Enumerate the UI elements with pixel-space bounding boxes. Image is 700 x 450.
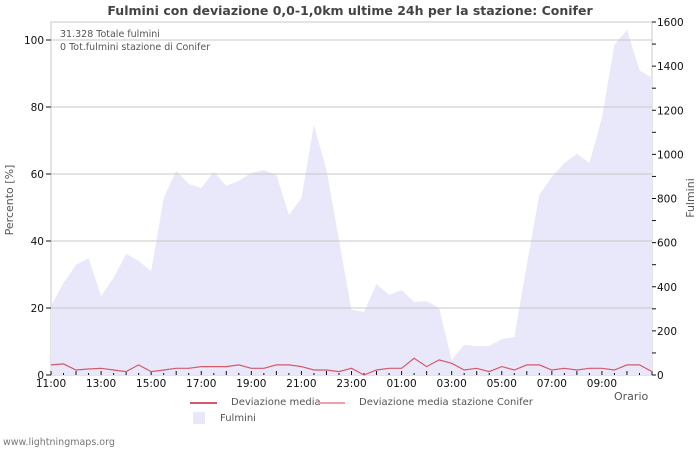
right-axis-title: Fulmini: [684, 178, 697, 218]
legend-label: Deviazione media: [231, 397, 321, 408]
legend-line-icon: [318, 401, 345, 404]
left-tick-label: 0: [37, 370, 44, 382]
right-tick-label: 200: [657, 326, 677, 338]
right-tick-label: 800: [657, 194, 677, 206]
left-tick-label: 40: [31, 236, 44, 248]
right-tick-label: 1400: [657, 61, 684, 73]
x-tick-label: 19:00: [236, 378, 266, 390]
x-axis-title: Orario: [614, 390, 649, 403]
legend-deviazione-stazione: Deviazione media stazione Conifer: [318, 397, 533, 408]
x-tick-label: 13:00: [86, 378, 116, 390]
legend-deviazione-media: Deviazione media: [190, 397, 321, 408]
right-tick-label: 600: [657, 238, 677, 250]
x-tick-label: 11:00: [36, 378, 66, 390]
x-tick-label: 23:00: [336, 378, 366, 390]
left-axis-title: Percento [%]: [3, 165, 16, 236]
left-tick-label: 60: [31, 169, 44, 181]
left-tick-label: 20: [31, 303, 44, 315]
deviazione-media-line: [50, 357, 653, 376]
legend-area-icon: [193, 412, 205, 424]
x-tick-label: 21:00: [286, 378, 316, 390]
x-tick-label: 07:00: [537, 378, 567, 390]
station-strikes-label: 0 Tot.fulmini stazione di Conifer: [60, 42, 211, 53]
total-strikes-label: 31.328 Totale fulmini: [60, 29, 160, 40]
chart-title: Fulmini con deviazione 0,0-1,0km ultime …: [107, 3, 593, 18]
x-tick-label: 01:00: [386, 378, 416, 390]
x-tick-label: 17:00: [186, 378, 216, 390]
x-tick-label: 03:00: [437, 378, 467, 390]
left-tick-label: 80: [31, 102, 44, 114]
legend-label: Deviazione media stazione Conifer: [359, 397, 533, 408]
fulmini-area: [51, 29, 652, 376]
x-tick-label: 05:00: [487, 378, 517, 390]
x-tick-label: 09:00: [587, 378, 617, 390]
right-tick-label: 1000: [657, 149, 684, 161]
legend-label: Fulmini: [220, 412, 256, 424]
right-tick-label: 0: [657, 370, 664, 382]
right-tick-label: 1600: [657, 17, 684, 29]
right-tick-label: 400: [657, 282, 677, 294]
legend-fulmini: Fulmini: [185, 412, 256, 424]
left-tick-label: 100: [24, 35, 44, 47]
footer-source: www.lightningmaps.org: [3, 437, 115, 448]
legend-line-icon: [190, 401, 217, 404]
right-tick-label: 1200: [657, 105, 684, 117]
x-tick-label: 15:00: [136, 378, 166, 390]
